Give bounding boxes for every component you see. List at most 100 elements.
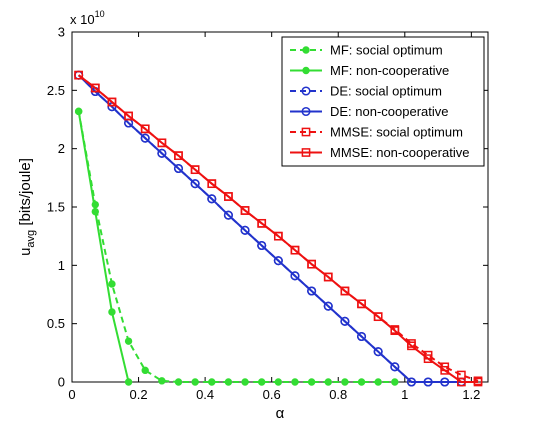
data-point [302,66,310,75]
data-point [257,240,267,251]
data-point [241,378,249,386]
axis-ticks: 0 0.2 0.4 0.6 0.8 1 1.2 0 0.5 1 1.5 2 2.5 3 [47,25,488,402]
series [74,107,399,386]
data-point [301,148,311,157]
x-tick-label: 0.4 [196,387,214,402]
data-point [174,378,183,386]
legend-entry: MMSE: non-cooperative [290,145,469,160]
data-point [440,365,450,375]
data-point [440,377,450,387]
y-axis-multiplier-exponent: 10 [95,9,105,19]
data-point [257,378,266,386]
data-point [356,331,367,342]
data-point [340,316,350,326]
data-point [74,70,84,80]
data-point [391,378,399,386]
data-point [457,377,466,387]
legend-entry: MF: non-cooperative [290,63,449,78]
data-point [390,362,400,372]
legend-label: DE: social optimum [330,84,442,99]
data-point [208,378,216,386]
data-point [157,138,167,148]
data-point [223,210,233,220]
legend-entry: DE: social optimum [290,84,442,99]
data-point [302,46,310,54]
series-line [77,111,130,383]
data-point [341,378,349,386]
data-point [240,225,250,235]
data-point [74,107,83,116]
data-point [224,378,233,386]
data-point [301,127,311,137]
y-axis-label-unit: [bits/joule] [17,158,34,230]
data-point [257,218,267,228]
legend: MF: social optimum MF: non-cooperative DE:… [281,36,485,167]
y-tick-label: 2 [58,141,65,156]
series [74,107,133,386]
data-point [124,337,133,345]
data-point [307,378,316,386]
data-point [301,86,311,96]
data-point [108,280,116,288]
data-point [190,179,200,189]
data-point [390,326,400,336]
data-point [324,378,332,386]
data-point [406,377,417,387]
y-axis-multiplier: x 1010 [70,9,105,27]
y-axis-label: uavg [bits/joule] [17,158,37,256]
x-tick-label: 1.2 [462,387,480,402]
data-point [357,378,366,386]
y-tick-label: 1.5 [47,200,65,215]
legend-label: MMSE: social optimum [330,125,463,140]
data-point [140,124,150,134]
data-point [158,377,166,385]
legend-entry: MMSE: social optimum [290,125,463,140]
data-point [307,259,316,269]
y-tick-label: 2.5 [47,83,65,98]
data-point [273,231,283,241]
data-point [291,378,299,386]
legend-entry: DE: non-cooperative [290,104,449,119]
legend-label: DE: non-cooperative [330,104,449,119]
data-point [207,194,217,204]
data-point [323,301,333,311]
x-tick-label: 1 [401,387,408,402]
data-point [224,192,233,201]
legend-label: MF: social optimum [330,43,443,58]
data-point [290,271,300,281]
data-point [357,299,366,309]
data-point [90,83,100,93]
data-point [407,341,416,351]
data-point [140,133,150,143]
data-point [373,347,383,357]
x-tick-label: 0.8 [329,387,347,402]
x-axis-label: α [276,405,285,422]
data-point [173,163,184,174]
data-point [124,111,133,121]
data-point [274,378,283,386]
data-point [423,354,433,364]
data-point [240,206,250,215]
series [74,70,483,387]
series-line [77,111,395,383]
series-layer [74,70,483,387]
legend-entry: MF: social optimum [290,43,443,58]
data-point [108,308,116,316]
data-point [207,179,217,189]
data-point [374,378,382,386]
legend-label: MMSE: non-cooperative [330,145,469,160]
data-point [340,286,350,296]
data-point [91,207,99,216]
legend-box [281,36,485,167]
y-axis-label-subscript: avg [25,230,37,248]
y-axis-label-main: u [17,248,34,256]
x-tick-label: 0 [68,387,75,402]
x-tick-label: 0.2 [130,387,148,402]
data-point [290,245,300,255]
y-tick-label: 0 [58,375,65,390]
data-point [107,97,117,107]
legend-label: MF: non-cooperative [330,63,449,78]
data-point [373,312,383,322]
data-point [473,377,483,387]
data-point [307,286,317,296]
